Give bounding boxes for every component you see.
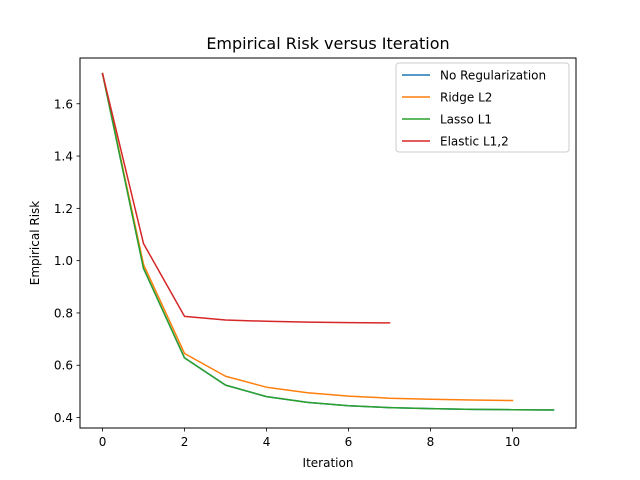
legend-label-2: Lasso L1 [440,113,492,127]
y-tick-label: 1.4 [54,150,73,164]
series-line-1 [101,72,514,402]
y-tick-label: 0.6 [54,359,73,373]
y-tick-label: 1.0 [54,254,73,268]
x-tick-label: 8 [427,435,435,449]
x-axis-label: Iteration [303,456,354,470]
y-tick-label: 0.4 [54,411,73,425]
x-tick-label: 10 [505,435,520,449]
x-axis-ticks: 0 2 4 6 8 10 [99,428,520,449]
legend: No Regularization Ridge L2 Lasso L1 Elastic… [395,62,570,153]
x-tick-label: 0 [99,435,107,449]
y-tick-label: 0.8 [54,306,73,320]
x-tick-label: 2 [181,435,189,449]
x-tick-label: 6 [345,435,353,449]
y-tick-label: 1.2 [54,202,73,216]
series-lines [101,72,555,411]
legend-label-3: Elastic L1,2 [440,135,509,149]
legend-label-0: No Regularization [440,69,546,83]
y-axis-label: Empirical Risk [28,201,42,286]
x-tick-label: 4 [263,435,271,449]
plot-frame [79,57,577,429]
chart-title: Empirical Risk versus Iteration [206,34,449,53]
legend-label-1: Ridge L2 [440,91,492,105]
y-axis-ticks: 0.4 0.6 0.8 1.0 1.2 1.4 1.6 [54,97,80,425]
series-line-3 [101,72,391,324]
y-tick-label: 1.6 [54,97,73,111]
series-line-2 [101,72,555,411]
legend-box [395,62,570,153]
